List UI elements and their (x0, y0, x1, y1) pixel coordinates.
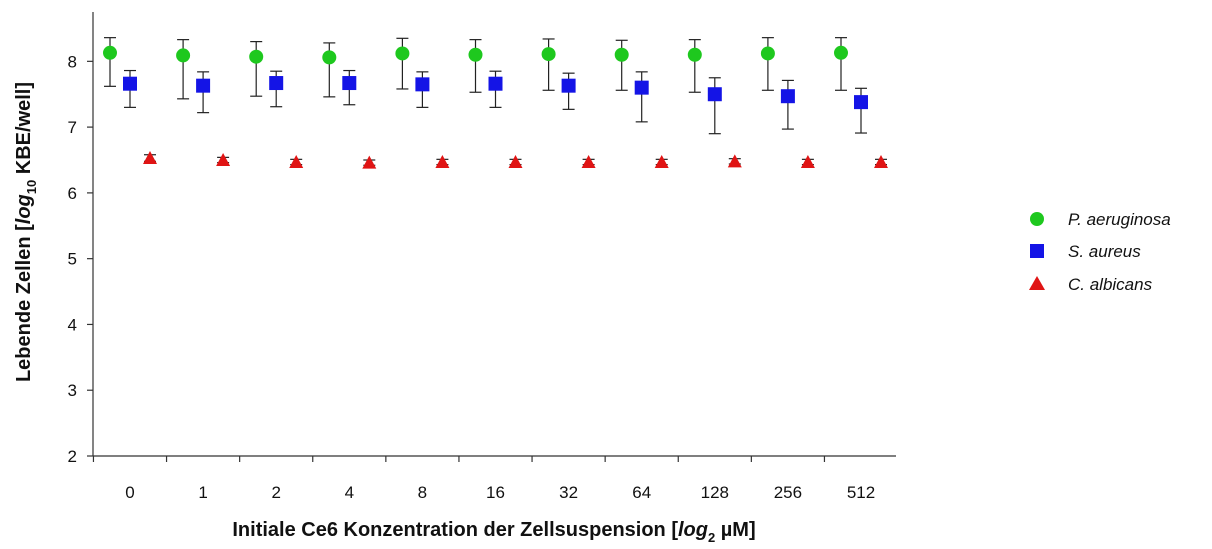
x-tick-label: 128 (701, 483, 729, 502)
y-tick-label: 6 (68, 184, 77, 203)
x-tick-label: 16 (486, 483, 505, 502)
point-s-aureus (634, 80, 649, 95)
x-tick-label: 8 (418, 483, 427, 502)
point-c-albicans (654, 154, 669, 168)
y-tick-label: 2 (68, 447, 77, 466)
legend-marker-p-aeruginosa (1030, 212, 1044, 226)
point-s-aureus (342, 76, 357, 91)
point-s-aureus (123, 76, 137, 91)
error-bar-p-aeruginosa (104, 37, 116, 87)
point-c-albicans (874, 154, 888, 168)
point-s-aureus (269, 76, 284, 91)
point-p-aeruginosa (614, 47, 629, 62)
point-c-albicans (508, 154, 523, 168)
point-s-aureus (488, 76, 503, 91)
x-tick-label: 1 (198, 483, 207, 502)
legend-label-c-albicans: C. albicans (1068, 275, 1153, 294)
y-axis-title: Lebende Zellen [log10 KBE/well] (13, 82, 39, 382)
y-tick-label: 5 (68, 250, 77, 269)
legend-marker-c-albicans (1029, 276, 1045, 290)
tick-labels: 2 3 4 5 6 7 8 0 1 2 4 8 16 32 64 128 256 512 (68, 52, 876, 502)
x-tick-label: 256 (774, 483, 802, 502)
point-p-aeruginosa (176, 48, 191, 63)
point-p-aeruginosa (322, 50, 337, 65)
point-c-albicans (362, 155, 377, 169)
point-s-aureus (196, 78, 211, 93)
legend-label-s-aureus: S. aureus (1068, 242, 1141, 261)
point-p-aeruginosa (760, 46, 775, 61)
error-bar-p-aeruginosa (835, 37, 847, 91)
error-bar-p-aeruginosa (688, 39, 701, 93)
legend: P. aeruginosa S. aureus C. albicans (1029, 210, 1171, 294)
point-s-aureus (854, 95, 868, 110)
point-c-albicans (143, 151, 157, 165)
error-bar-s-aureus (635, 71, 648, 123)
legend-marker-s-aureus (1030, 244, 1044, 258)
x-tick-label: 0 (125, 483, 134, 502)
point-s-aureus (415, 77, 430, 92)
point-c-albicans (800, 154, 815, 168)
point-p-aeruginosa (249, 49, 264, 64)
point-p-aeruginosa (468, 47, 483, 62)
point-p-aeruginosa (687, 47, 702, 62)
point-c-albicans (216, 153, 231, 166)
point-p-aeruginosa (541, 47, 556, 62)
point-p-aeruginosa (395, 46, 410, 61)
y-tick-label: 3 (68, 381, 77, 400)
error-bar-p-aeruginosa (469, 39, 482, 93)
legend-label-p-aeruginosa: P. aeruginosa (1068, 210, 1171, 229)
y-tick-label: 7 (68, 118, 77, 137)
x-tick-label: 2 (271, 483, 280, 502)
x-tick-label: 64 (632, 483, 651, 502)
x-tick-label: 512 (847, 483, 875, 502)
point-c-albicans (581, 154, 596, 168)
error-bar-p-aeruginosa (761, 37, 774, 91)
point-c-albicans (435, 154, 450, 168)
y-tick-label: 8 (68, 52, 77, 71)
error-bar-s-aureus (708, 77, 721, 135)
x-tick-label: 4 (345, 483, 354, 502)
point-p-aeruginosa (103, 45, 117, 60)
error-bar-p-aeruginosa (396, 37, 409, 90)
error-bar-p-aeruginosa (542, 38, 555, 91)
axes (87, 12, 896, 462)
point-s-aureus (780, 89, 795, 104)
point-s-aureus (707, 87, 722, 102)
point-p-aeruginosa (834, 45, 848, 60)
x-axis-title: Initiale Ce6 Konzentration der Zellsuspe… (232, 519, 755, 545)
point-s-aureus (561, 78, 576, 93)
error-bar-s-aureus (855, 87, 867, 134)
point-c-albicans (289, 154, 304, 168)
error-bar-s-aureus (781, 79, 794, 130)
point-c-albicans (727, 154, 742, 168)
data-points (103, 45, 888, 169)
y-tick-label: 4 (68, 315, 77, 334)
x-tick-label: 32 (559, 483, 578, 502)
